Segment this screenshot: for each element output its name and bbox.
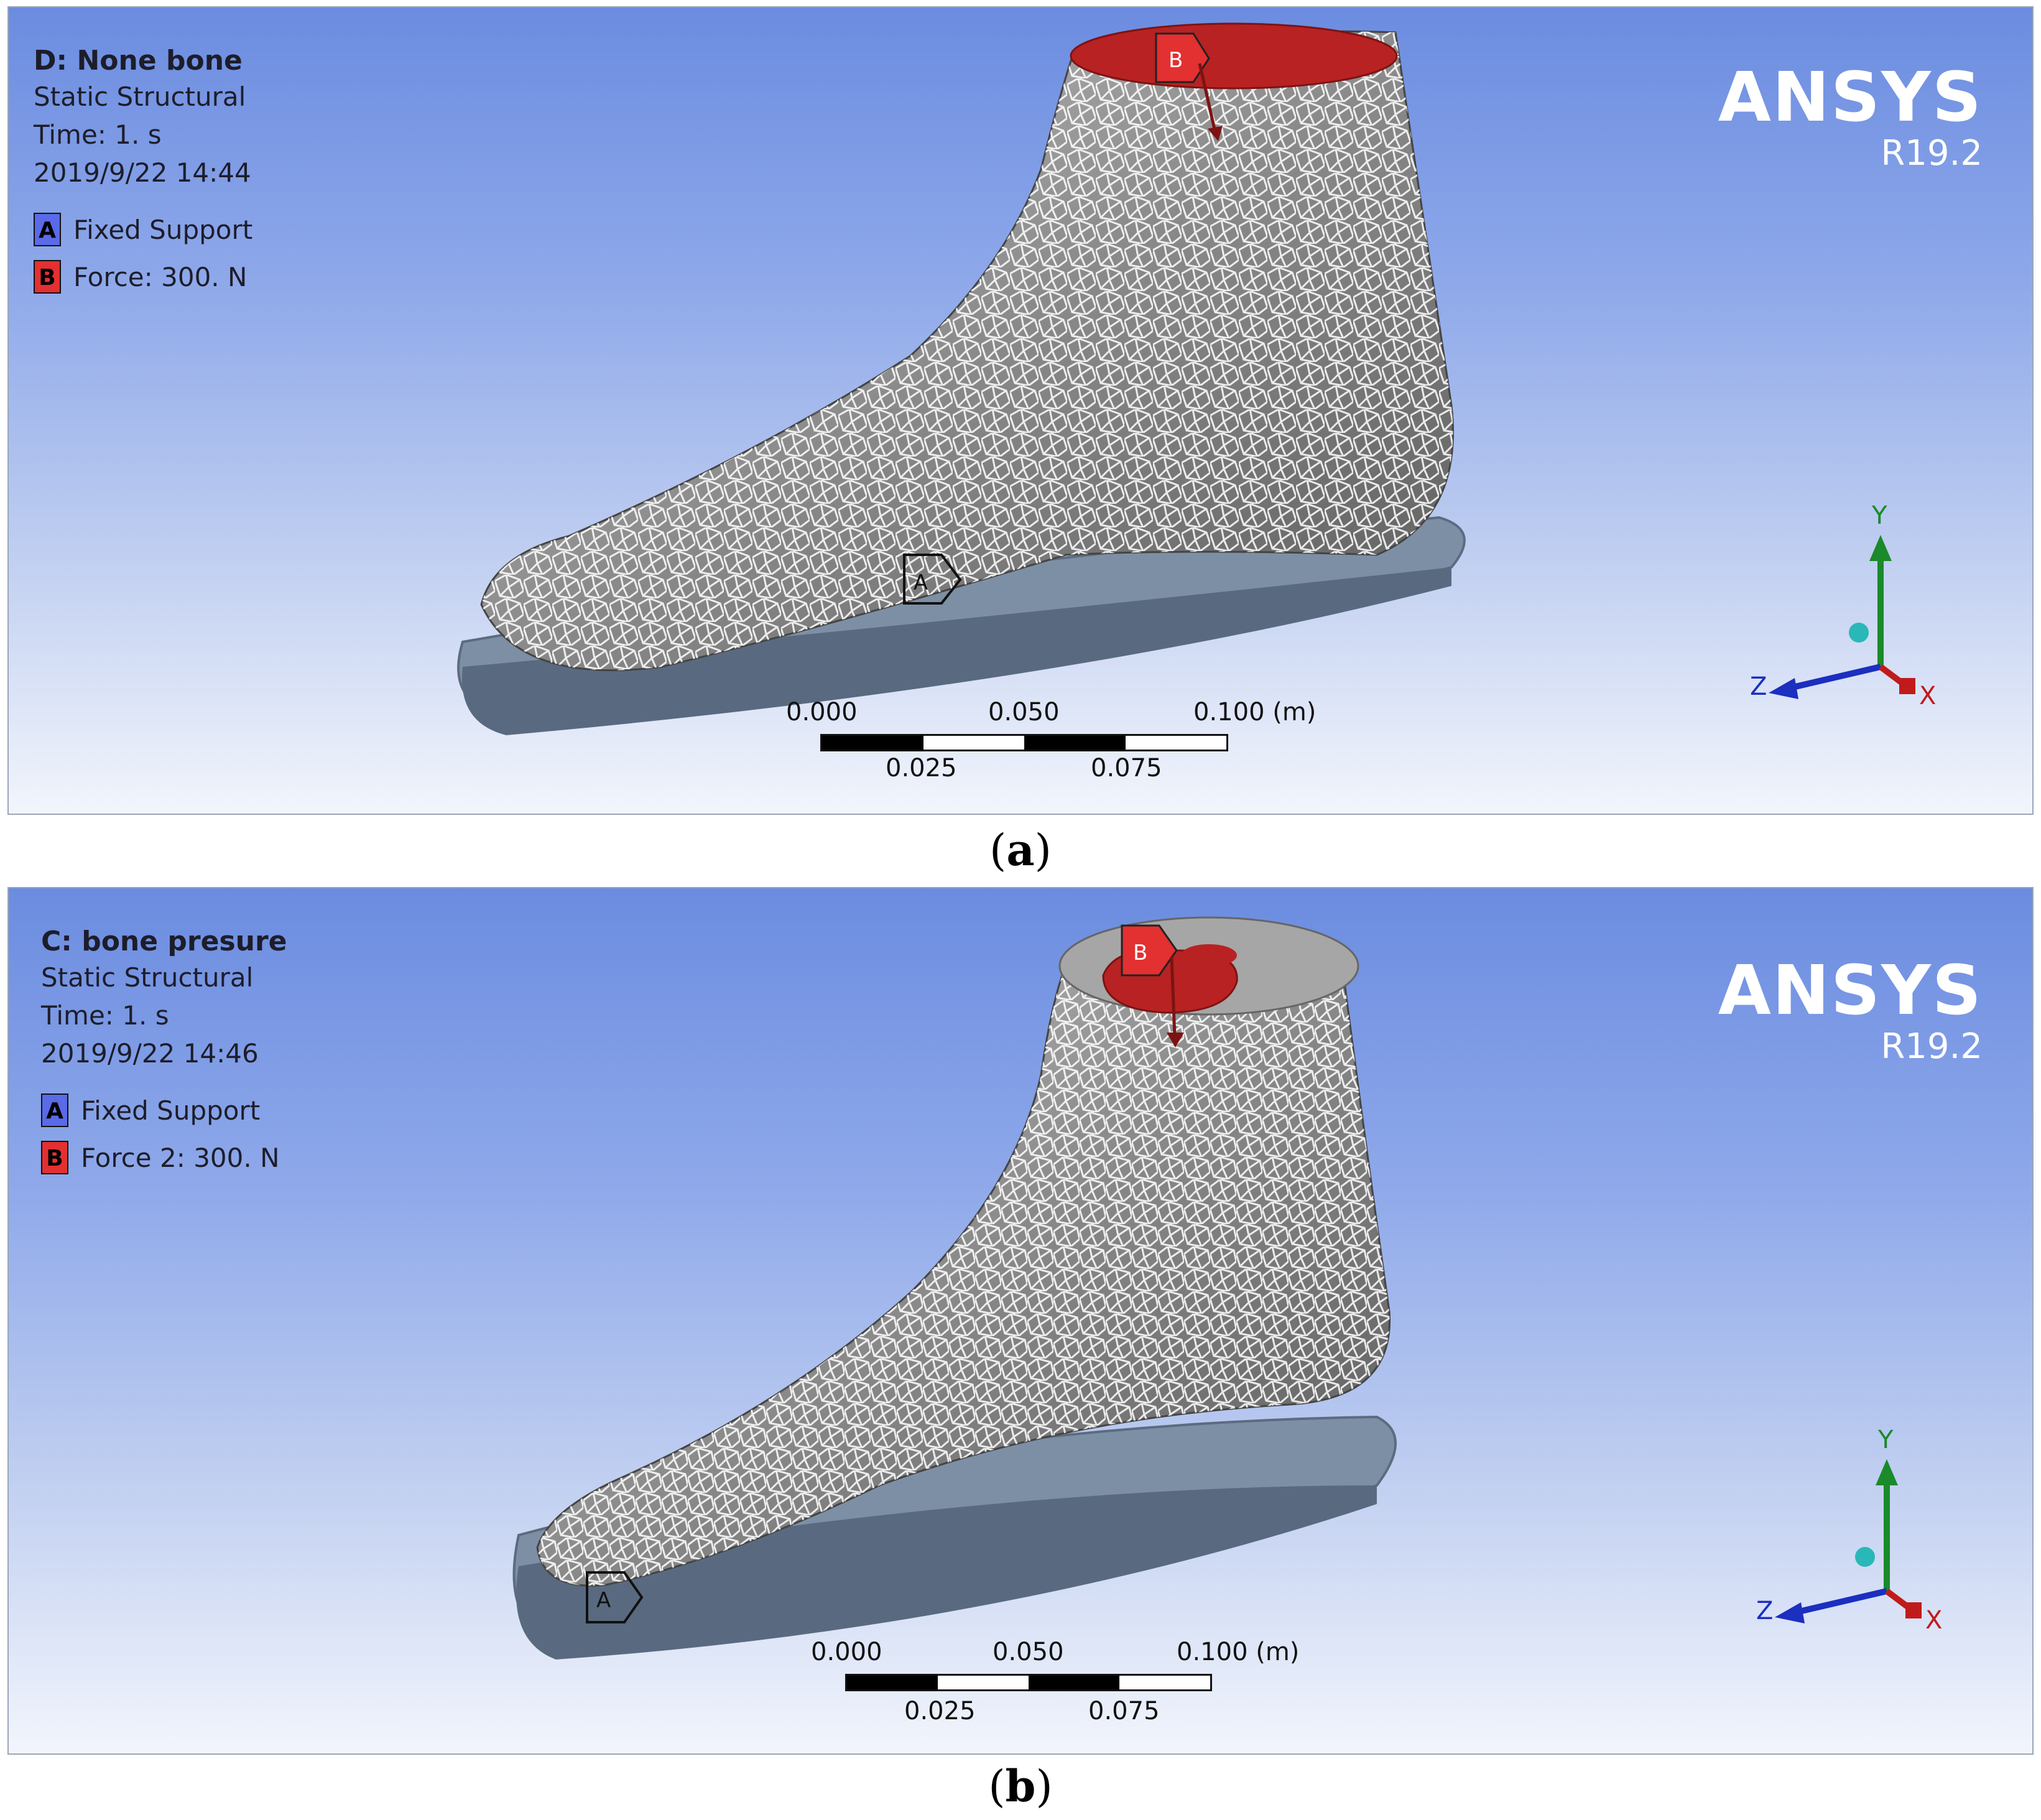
legend: A Fixed Support B Force: 300. N [34, 213, 252, 294]
legend-key-a: A [41, 1093, 68, 1127]
legend-key-a: A [34, 213, 61, 246]
analysis-type: Static Structural [41, 962, 254, 993]
axis-label-z: Z [1750, 672, 1767, 701]
caption-open: ( [989, 825, 1007, 876]
force-face-a [1070, 22, 1398, 90]
caption-open: ( [988, 1761, 1006, 1812]
brand-logo: ANSYS [1718, 950, 1983, 1030]
foot-model-b[interactable]: B A [9, 888, 2034, 1755]
caption-a: (a) [0, 824, 2041, 876]
axis-label-x: X [1925, 1606, 1942, 1635]
scale-tick: 0.100 (m) [1177, 1638, 1300, 1666]
force-marker-label: B [1169, 48, 1183, 73]
fixed-support-marker-icon: A [586, 1571, 644, 1623]
legend-label: Fixed Support [81, 1095, 261, 1126]
scale-bar-graphic [820, 734, 1228, 751]
scale-tick: 0.025 [886, 754, 957, 782]
analysis-timestamp: 2019/9/22 14:44 [34, 157, 251, 188]
axis-label-x: X [1919, 682, 1936, 710]
scale-tick: 0.100 (m) [1193, 698, 1317, 727]
legend-key-b: B [41, 1141, 68, 1174]
scale-bar-a: 0.000 0.050 0.100 (m) 0.025 0.075 [786, 698, 1316, 785]
scale-tick: 0.050 [993, 1638, 1064, 1666]
legend-key-b: B [34, 260, 61, 294]
coordinate-triad-icon[interactable]: Y Z X [1756, 1411, 1943, 1647]
viewport-panel-a[interactable]: B A D: None bone Static Structural Time:… [7, 6, 2034, 815]
legend-item-force[interactable]: B Force: 300. N [34, 260, 252, 294]
analysis-info-b: C: bone presure Static Structural Time: … [41, 926, 287, 1188]
fixed-marker-label: A [596, 1588, 611, 1613]
scale-tick: 0.050 [988, 698, 1060, 727]
caption-close: ) [1035, 1761, 1053, 1812]
analysis-name: D: None bone [34, 45, 243, 77]
analysis-name: C: bone presure [41, 926, 287, 957]
axis-label-y: Y [1877, 1426, 1894, 1454]
analysis-info-a: D: None bone Static Structural Time: 1. … [34, 45, 252, 307]
scale-bar-b: 0.000 0.050 0.100 (m) 0.025 0.075 [811, 1638, 1299, 1731]
brand-version: R19.2 [1881, 133, 1983, 174]
axis-label-y: Y [1871, 501, 1887, 530]
ansys-logo: ANSYS R19.2 [1718, 950, 1983, 1067]
coordinate-triad-icon[interactable]: Y Z X [1750, 493, 1937, 723]
scale-tick: 0.000 [811, 1638, 882, 1666]
legend-label: Force: 300. N [73, 261, 248, 292]
force-arrow-icon: B [1121, 924, 1184, 1047]
foot-model-a[interactable]: B A [9, 7, 2034, 815]
analysis-timestamp: 2019/9/22 14:46 [41, 1038, 259, 1069]
legend-item-fixed-support[interactable]: A Fixed Support [34, 213, 252, 246]
analysis-time: Time: 1. s [41, 1000, 169, 1031]
legend: A Fixed Support B Force 2: 300. N [41, 1093, 287, 1174]
analysis-type: Static Structural [34, 81, 246, 112]
legend-label: Force 2: 300. N [81, 1142, 280, 1173]
axis-label-z: Z [1756, 1597, 1773, 1625]
analysis-time: Time: 1. s [34, 119, 162, 150]
force-marker-label: B [1133, 940, 1147, 965]
caption-close: ) [1034, 825, 1052, 876]
scale-tick: 0.075 [1091, 754, 1162, 782]
legend-item-force[interactable]: B Force 2: 300. N [41, 1141, 287, 1174]
scale-tick: 0.075 [1088, 1697, 1160, 1725]
caption-letter: b [1005, 1760, 1036, 1812]
scale-bar-graphic [845, 1674, 1212, 1691]
fixed-support-marker-icon: A [903, 554, 962, 605]
scale-tick: 0.025 [904, 1697, 976, 1725]
fixed-marker-label: A [914, 570, 928, 595]
brand-version: R19.2 [1881, 1026, 1983, 1067]
caption-letter: a [1006, 824, 1035, 876]
force-arrow-icon: B [1155, 32, 1223, 141]
legend-label: Fixed Support [73, 214, 253, 245]
caption-b: (b) [0, 1760, 2041, 1812]
ansys-logo: ANSYS R19.2 [1718, 57, 1983, 174]
legend-item-fixed-support[interactable]: A Fixed Support [41, 1093, 287, 1127]
brand-logo: ANSYS [1718, 57, 1983, 137]
scale-tick: 0.000 [786, 698, 858, 727]
viewport-panel-b[interactable]: B A C: bone presure Static Structural Ti… [7, 887, 2034, 1755]
